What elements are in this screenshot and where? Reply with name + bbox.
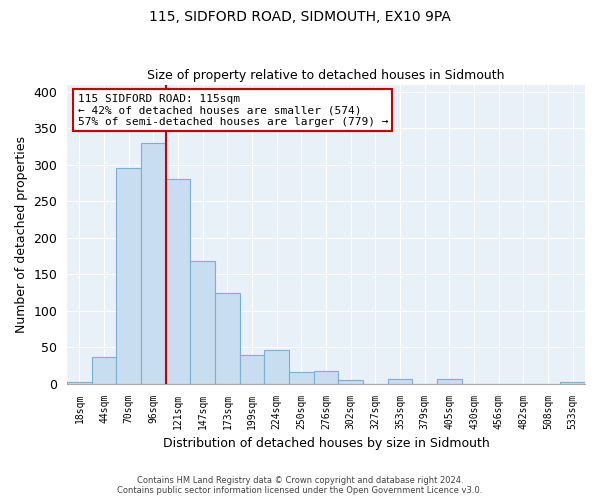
X-axis label: Distribution of detached houses by size in Sidmouth: Distribution of detached houses by size … <box>163 437 490 450</box>
Title: Size of property relative to detached houses in Sidmouth: Size of property relative to detached ho… <box>148 69 505 82</box>
Bar <box>289 372 314 384</box>
Text: Contains HM Land Registry data © Crown copyright and database right 2024.
Contai: Contains HM Land Registry data © Crown c… <box>118 476 482 495</box>
Bar <box>560 382 585 384</box>
Text: 115 SIDFORD ROAD: 115sqm
← 42% of detached houses are smaller (574)
57% of semi-: 115 SIDFORD ROAD: 115sqm ← 42% of detach… <box>77 94 388 126</box>
Bar <box>215 293 240 384</box>
Bar <box>116 168 141 384</box>
Bar <box>388 378 412 384</box>
Bar <box>338 380 363 384</box>
Bar <box>141 143 166 384</box>
Bar <box>240 354 265 384</box>
Bar <box>166 180 190 384</box>
Bar <box>265 350 289 384</box>
Bar <box>190 261 215 384</box>
Bar <box>67 382 92 384</box>
Bar <box>92 356 116 384</box>
Text: 115, SIDFORD ROAD, SIDMOUTH, EX10 9PA: 115, SIDFORD ROAD, SIDMOUTH, EX10 9PA <box>149 10 451 24</box>
Y-axis label: Number of detached properties: Number of detached properties <box>15 136 28 332</box>
Bar <box>314 372 338 384</box>
Bar <box>437 380 462 384</box>
